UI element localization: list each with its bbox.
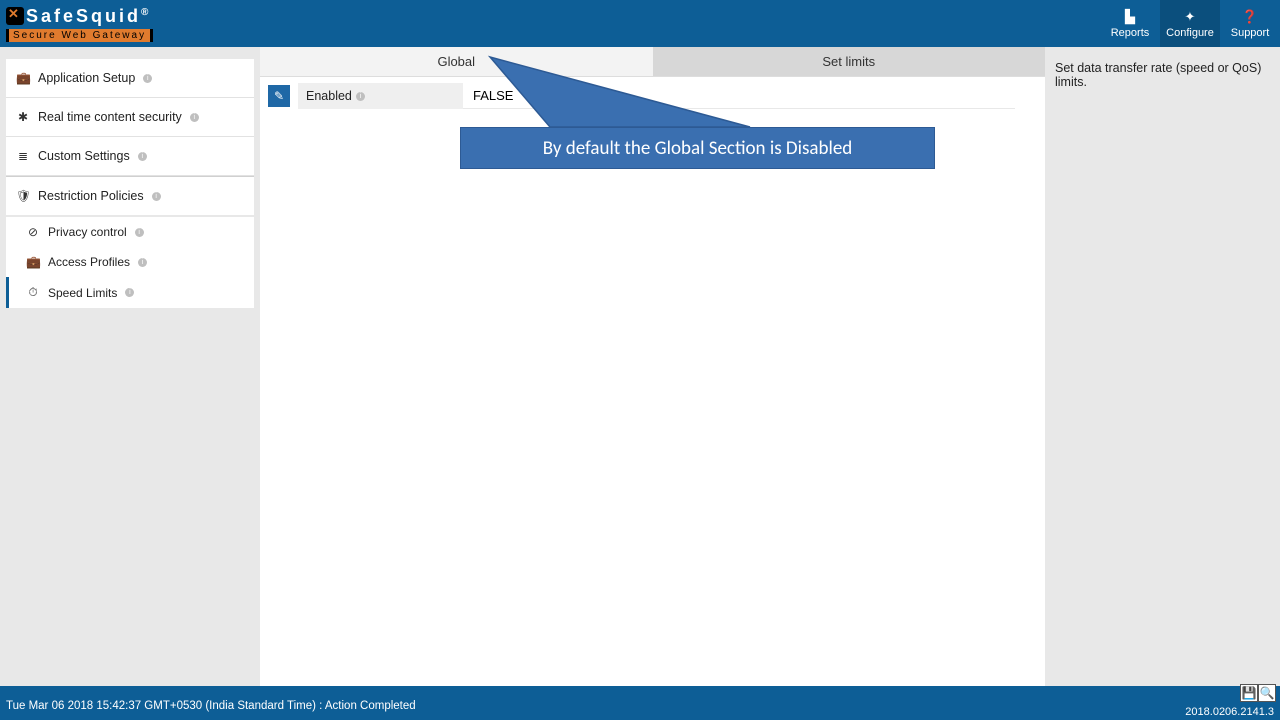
- sidebar: 💼 Application Setup i ✱ Real time conten…: [0, 47, 260, 686]
- bug-icon: ✱: [16, 110, 30, 124]
- save-icon: 💾: [1242, 686, 1257, 700]
- info-icon: i: [125, 288, 134, 297]
- brand-icon: [6, 7, 24, 25]
- sidebar-label: Privacy control: [48, 225, 127, 239]
- tab-set-limits[interactable]: Set limits: [653, 47, 1046, 76]
- nav-reports[interactable]: ▙ Reports: [1100, 0, 1160, 47]
- brand-name: SafeSquid®: [26, 6, 151, 27]
- ban-icon: ⊘: [26, 225, 40, 239]
- nav-configure-label: Configure: [1166, 27, 1214, 39]
- briefcase-icon: 💼: [16, 71, 30, 85]
- cogs-icon: ✦: [1185, 9, 1196, 25]
- version-label: 2018.0206.2141.3: [1185, 706, 1274, 718]
- sidebar-label: Speed Limits: [48, 286, 117, 300]
- help-icon: ❓: [1242, 9, 1258, 25]
- info-icon: i: [138, 152, 147, 161]
- sidebar-label: Custom Settings: [38, 149, 130, 163]
- content-panel: Global Set limits ✎ Enabled i FALSE By d…: [260, 47, 1045, 686]
- tab-global[interactable]: Global: [260, 47, 653, 76]
- footer-status: Tue Mar 06 2018 15:42:37 GMT+0530 (India…: [6, 700, 416, 712]
- search-icon: 🔍: [1260, 686, 1275, 700]
- sidebar-label: Access Profiles: [48, 255, 130, 269]
- brand-logo: SafeSquid® Secure Web Gateway: [6, 6, 153, 42]
- top-bar: SafeSquid® Secure Web Gateway ▙ Reports …: [0, 0, 1280, 47]
- setting-value: FALSE: [463, 83, 1015, 109]
- callout-text: By default the Global Section is Disable…: [460, 127, 935, 169]
- sidebar-label: Real time content security: [38, 110, 182, 124]
- sidebar-item-restriction[interactable]: 🛡 Restriction Policies i: [6, 176, 254, 215]
- setting-label: Enabled i: [298, 83, 463, 109]
- sidebar-label: Application Setup: [38, 71, 135, 85]
- sidebar-item-rtcs[interactable]: ✱ Real time content security i: [6, 98, 254, 137]
- top-nav: ▙ Reports ✦ Configure ❓ Support: [1100, 0, 1280, 47]
- nav-support[interactable]: ❓ Support: [1220, 0, 1280, 47]
- briefcase-icon: 💼: [26, 255, 40, 269]
- info-icon: i: [152, 192, 161, 201]
- edit-button[interactable]: ✎: [268, 85, 290, 107]
- info-icon: i: [356, 92, 365, 101]
- gauge-icon: ⏱: [26, 285, 40, 300]
- help-text: Set data transfer rate (speed or QoS) li…: [1055, 61, 1272, 89]
- nav-reports-label: Reports: [1111, 27, 1150, 39]
- info-icon: i: [143, 74, 152, 83]
- help-panel: Set data transfer rate (speed or QoS) li…: [1045, 47, 1280, 686]
- sidebar-item-custom[interactable]: ≣ Custom Settings i: [6, 137, 254, 176]
- sidebar-item-privacy[interactable]: ⊘ Privacy control i: [6, 217, 254, 247]
- sidebar-item-speed-limits[interactable]: ⏱ Speed Limits i: [6, 277, 254, 308]
- shield-icon: 🛡: [16, 189, 30, 203]
- sliders-icon: ≣: [16, 149, 30, 163]
- main-area: 💼 Application Setup i ✱ Real time conten…: [0, 47, 1280, 686]
- sidebar-item-app-setup[interactable]: 💼 Application Setup i: [6, 59, 254, 98]
- info-icon: i: [190, 113, 199, 122]
- pencil-icon: ✎: [274, 89, 284, 103]
- nav-configure[interactable]: ✦ Configure: [1160, 0, 1220, 47]
- setting-label-text: Enabled: [306, 83, 352, 109]
- tab-bar: Global Set limits: [260, 47, 1045, 77]
- info-icon: i: [135, 228, 144, 237]
- sidebar-item-access-profiles[interactable]: 💼 Access Profiles i: [6, 247, 254, 277]
- info-icon: i: [138, 258, 147, 267]
- save-button[interactable]: 💾: [1240, 684, 1258, 702]
- nav-support-label: Support: [1231, 27, 1270, 39]
- footer: Tue Mar 06 2018 15:42:37 GMT+0530 (India…: [0, 686, 1280, 720]
- brand-tagline: Secure Web Gateway: [6, 29, 153, 42]
- chart-icon: ▙: [1125, 9, 1135, 25]
- search-button[interactable]: 🔍: [1258, 684, 1276, 702]
- setting-row-enabled: ✎ Enabled i FALSE: [260, 81, 1045, 111]
- sidebar-label: Restriction Policies: [38, 189, 144, 203]
